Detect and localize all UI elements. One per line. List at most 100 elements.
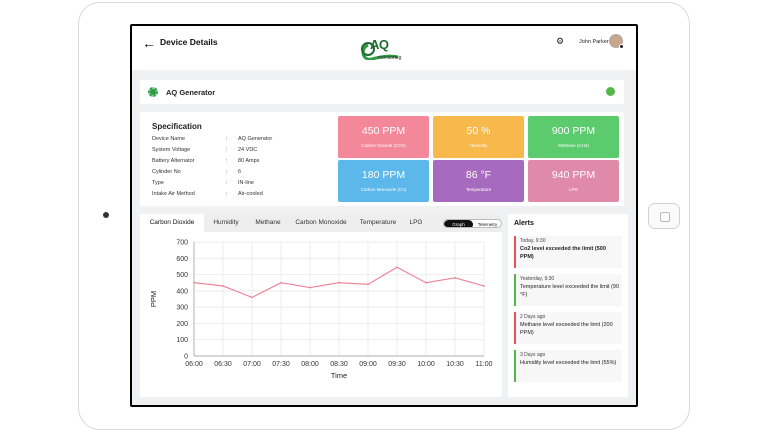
metric-value: 900 PPM (551, 125, 596, 137)
header-wave (132, 60, 636, 70)
tab-carbon-dioxide[interactable]: Carbon Dioxide (140, 214, 204, 232)
spec-value: 24 VDC (238, 147, 258, 153)
alert-severity-bar (514, 312, 516, 344)
device-icon (148, 87, 158, 97)
metric-label: Temperature (465, 187, 492, 192)
metric-label: Humidity (469, 143, 488, 148)
tab-humidity[interactable]: Humidity (213, 219, 239, 226)
alerts-panel: Alerts Today, 9:30 Co2 level exceeded the… (508, 214, 628, 397)
metric-value: 940 PPM (551, 169, 596, 181)
y-tick-label: 500 (176, 272, 188, 279)
x-tick-label: 10:00 (417, 361, 435, 368)
alert-item[interactable]: 3 Days ago Humidity level exceeded the li… (514, 350, 622, 382)
x-tick-label: 07:00 (243, 361, 261, 368)
aq-logo: AQ monitoring (358, 35, 408, 67)
spec-label: Intake Air Method (152, 191, 195, 197)
x-tick-label: 09:00 (359, 361, 377, 368)
data-point (454, 276, 456, 279)
alert-item[interactable]: 2 Days ago Methane level exceeded the lim… (514, 312, 622, 344)
tab-temperature[interactable]: Temperature (359, 219, 397, 226)
telemetry-toggle-button[interactable]: Telemetry (477, 222, 498, 227)
metric-card-temperature[interactable]: 86 °F Temperature (433, 160, 524, 202)
gear-icon[interactable]: ⚙ (556, 36, 565, 46)
alert-time: 3 Days ago (520, 352, 546, 358)
x-tick-label: 09:30 (388, 361, 406, 368)
data-point (425, 281, 427, 284)
user-name: John Parker (579, 39, 609, 45)
y-tick-label: 0 (184, 354, 188, 361)
alert-time: Yesterday, 9:30 (520, 276, 555, 282)
logo-swirl-icon (361, 42, 399, 61)
x-tick-label: 08:00 (301, 361, 319, 368)
metric-value: 50 % (466, 125, 491, 137)
data-point (280, 281, 282, 284)
alert-time: 2 Days ago (520, 314, 546, 320)
y-axis-label: PPM (149, 291, 158, 307)
data-point (222, 285, 224, 287)
spec-value: 6 (238, 169, 242, 175)
line-chart: 0 100 200 300 400 500 600 700 06:00 06:30 07:00 07:… (149, 240, 493, 381)
tab-lpg[interactable]: LPG (409, 219, 423, 226)
logo-subtext: monitoring (378, 55, 402, 61)
y-tick-label: 200 (176, 321, 188, 328)
y-tick-label: 300 (176, 305, 188, 312)
y-tick-label: 100 (176, 337, 188, 344)
alert-message: Humidity level exceeded the limit (55%) (520, 360, 617, 366)
x-tick-label: 06:30 (214, 361, 232, 368)
device-bar: AQ Generator (140, 80, 624, 104)
data-point (483, 285, 485, 287)
x-tick-label: 07:30 (272, 361, 290, 368)
spec-label: Type (152, 180, 164, 186)
data-point (309, 286, 311, 289)
alert-message: Temperature level exceeded the limit (90… (520, 284, 620, 298)
metric-card-lpg[interactable]: 940 PPM LPG (528, 160, 619, 202)
tab-methane[interactable]: Methane (255, 219, 281, 226)
metric-card-humidity[interactable]: 50 % Humidity (433, 116, 524, 158)
alert-severity-bar (514, 236, 516, 268)
alert-item[interactable]: Yesterday, 9:30 Temperature level exceede… (514, 274, 622, 306)
metric-value: 180 PPM (361, 169, 406, 181)
alert-message: Methane level exceeded the limit (200 PP… (520, 322, 613, 336)
spec-label: Battery Alternator (152, 158, 195, 164)
tab-carbon-monoxide[interactable]: Carbon Monoxide (295, 219, 347, 226)
spec-value: Air-cooled (238, 191, 263, 197)
metric-label: Carbon Dioxide (CO2) (361, 143, 406, 148)
x-tick-label: 10:30 (446, 361, 464, 368)
home-button[interactable] (648, 203, 680, 229)
logo-text: AQ (370, 37, 389, 52)
spec-value: AQ Generator (238, 136, 273, 142)
app-screen: ← Device Details AQ monitoring ⚙ John Pa… (132, 26, 636, 405)
avatar-status-dot (619, 44, 624, 49)
metric-label: Carbon Monoxide (Co) (360, 187, 407, 192)
y-tick-label: 600 (176, 256, 188, 263)
y-tick-label: 700 (176, 240, 188, 247)
metric-card-methane[interactable]: 900 PPM Methane (CH4) (528, 116, 619, 158)
chart-panel: Carbon Dioxide Humidity Methane Carbon M… (140, 214, 502, 397)
page-title: Device Details (160, 37, 218, 47)
spec-label: Cylinder No (152, 169, 181, 175)
x-axis-label: Time (331, 371, 347, 380)
data-point (338, 281, 340, 284)
spec-value: 80 Amps (238, 158, 260, 164)
alerts-title: Alerts (514, 220, 534, 227)
y-tick-label: 400 (176, 288, 188, 295)
data-point (367, 283, 369, 286)
alert-time: Today, 9:30 (520, 238, 546, 244)
back-arrow-icon[interactable]: ← (142, 35, 156, 51)
spec-label: System Voltage (152, 147, 191, 153)
alert-item[interactable]: Today, 9:30 Co2 level exceeded the limit … (514, 236, 622, 268)
metric-value: 450 PPM (361, 125, 406, 137)
data-point (251, 296, 253, 299)
device-name: AQ Generator (166, 88, 216, 97)
graph-toggle-button[interactable]: Graph (444, 220, 473, 227)
specification-panel: Specification Device Name: AQ Generator … (140, 112, 624, 206)
x-tick-label: 08:30 (330, 361, 348, 368)
data-point (193, 281, 195, 284)
x-tick-label: 06:00 (185, 361, 203, 368)
metric-value: 86 °F (465, 169, 492, 181)
data-point (396, 266, 398, 269)
x-tick-label: 11:00 (476, 361, 493, 368)
metric-card-co2[interactable]: 450 PPM Carbon Dioxide (CO2) (338, 116, 429, 158)
metric-card-carbon-monoxide[interactable]: 180 PPM Carbon Monoxide (Co) (338, 160, 429, 202)
view-toggle: Graph Telemetry (443, 219, 502, 228)
